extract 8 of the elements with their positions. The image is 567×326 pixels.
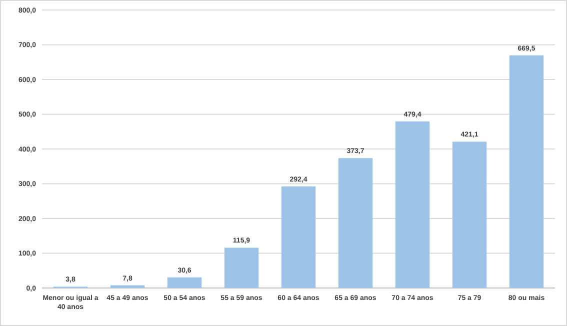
- bar: [509, 55, 544, 288]
- bar: [110, 285, 145, 288]
- bar: [224, 248, 259, 288]
- bar: [395, 121, 430, 288]
- bar: [281, 186, 316, 288]
- bar: [338, 158, 373, 288]
- bar: [452, 142, 487, 288]
- bar: [167, 277, 202, 288]
